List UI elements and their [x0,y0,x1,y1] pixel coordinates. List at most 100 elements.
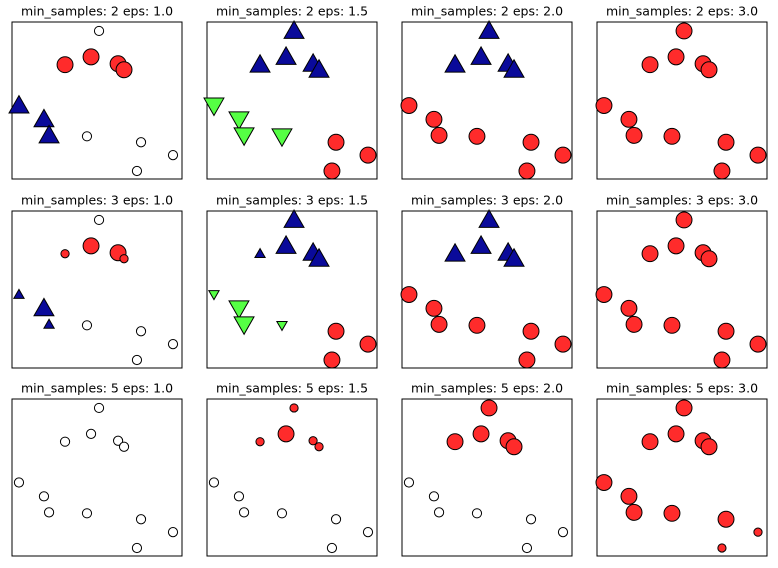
point [308,436,318,446]
plot-frame [11,398,183,557]
chart-title: min_samples: 2 eps: 1.0 [21,4,173,19]
point [518,351,536,369]
point [135,137,147,148]
plot-frame [401,398,573,557]
point [8,94,30,114]
point [753,527,763,537]
plot-frame [11,21,183,180]
plot-frame [401,21,573,180]
point [81,508,93,519]
point [308,247,330,267]
point [275,45,297,65]
point [38,491,50,502]
point [208,477,220,488]
point [667,48,685,66]
point [13,477,25,488]
point [525,514,537,525]
point [167,339,179,350]
point [283,208,305,228]
point [119,254,129,264]
plot-frame [596,398,768,557]
point [81,320,93,331]
point [327,322,345,340]
chart-title: min_samples: 3 eps: 3.0 [606,193,758,208]
point [667,237,685,255]
point [700,61,718,79]
plot-frame [596,21,768,180]
point [468,127,486,145]
point [359,146,377,164]
point [595,474,613,491]
chart-title: min_samples: 3 eps: 1.5 [216,193,368,208]
point [717,510,735,528]
point [620,299,638,317]
point [362,527,374,538]
point [522,322,540,340]
point [203,97,225,117]
point [472,425,490,443]
point [93,402,105,414]
point [254,247,267,259]
point [444,242,466,262]
plot-frame [401,210,573,369]
point [135,326,147,337]
point [444,53,466,73]
point [675,399,693,417]
point [717,322,735,340]
point [713,351,731,369]
point [93,25,105,37]
point [314,442,324,452]
chart-title: min_samples: 5 eps: 1.0 [21,381,173,396]
chart-title: min_samples: 5 eps: 3.0 [606,381,758,396]
chart-title: min_samples: 2 eps: 1.5 [216,4,368,19]
plot-frame [11,210,183,369]
point [675,211,693,229]
point [85,428,97,439]
point [620,110,638,128]
point [675,22,693,40]
point [283,19,305,39]
chart-title: min_samples: 3 eps: 2.0 [411,193,563,208]
point [400,286,418,303]
point [503,247,525,267]
point [56,56,74,74]
point [478,208,500,228]
point [255,437,265,447]
point [749,146,767,164]
point [167,527,179,538]
point [713,162,731,180]
point [403,477,415,488]
point [38,124,60,144]
point [271,128,293,148]
point [228,111,250,131]
point [276,508,288,519]
point [207,290,220,301]
point [275,320,288,332]
point [308,58,330,78]
point [233,127,255,147]
point [59,436,71,447]
point [228,300,250,320]
point [480,399,498,417]
point [641,433,659,451]
point [277,425,295,443]
point [470,45,492,65]
point [428,491,440,502]
point [238,507,250,518]
point [557,527,569,538]
point [33,297,55,317]
point [323,162,341,180]
chart-title: min_samples: 5 eps: 2.0 [411,381,563,396]
point [233,491,245,502]
plot-frame [206,21,378,180]
point [700,438,718,456]
point [131,354,143,366]
point [400,97,418,114]
point [118,441,130,452]
point [505,438,523,456]
point [359,335,377,353]
point [446,433,464,451]
point [468,316,486,334]
point [717,133,735,151]
